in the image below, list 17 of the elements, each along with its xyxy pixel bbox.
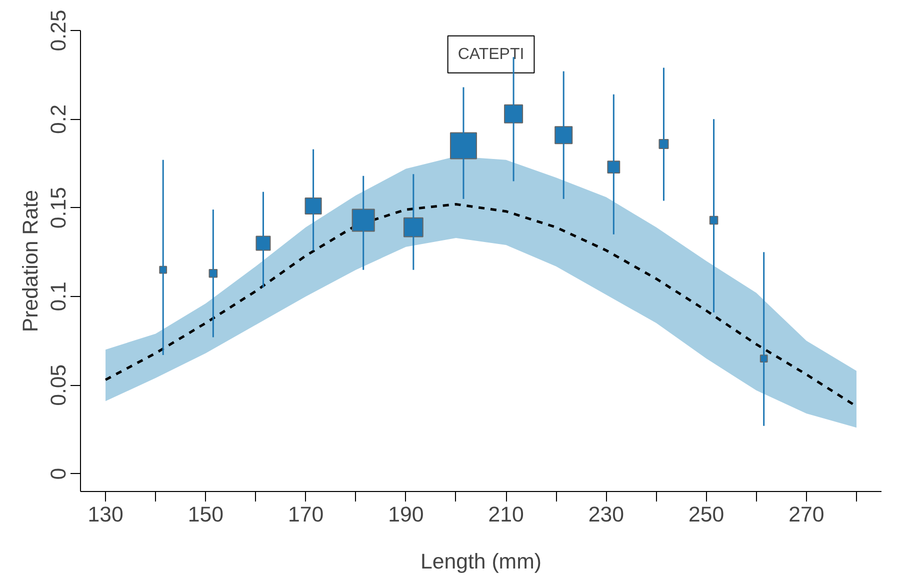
y-tick-label: 0.2 — [46, 104, 70, 134]
y-tick-label: 0.1 — [46, 282, 70, 312]
x-tick-label: 170 — [288, 502, 324, 526]
y-tick-label: 0.15 — [46, 187, 70, 229]
x-tick-label: 250 — [688, 502, 724, 526]
x-tick-label: 210 — [488, 502, 524, 526]
y-tick-label: 0 — [46, 468, 70, 480]
y-tick-label: 0.05 — [46, 364, 70, 406]
x-tick-label: 270 — [788, 502, 824, 526]
y-axis-title: Predation Rate — [18, 190, 42, 332]
x-tick-label: 130 — [88, 502, 124, 526]
x-tick-label: 230 — [588, 502, 624, 526]
x-tick-label: 150 — [188, 502, 224, 526]
annotation: CATEPTI — [458, 46, 524, 63]
x-axis-title: Length (mm) — [420, 550, 542, 574]
y-tick-label: 0.25 — [46, 10, 70, 52]
x-tick-label: 190 — [388, 502, 424, 526]
